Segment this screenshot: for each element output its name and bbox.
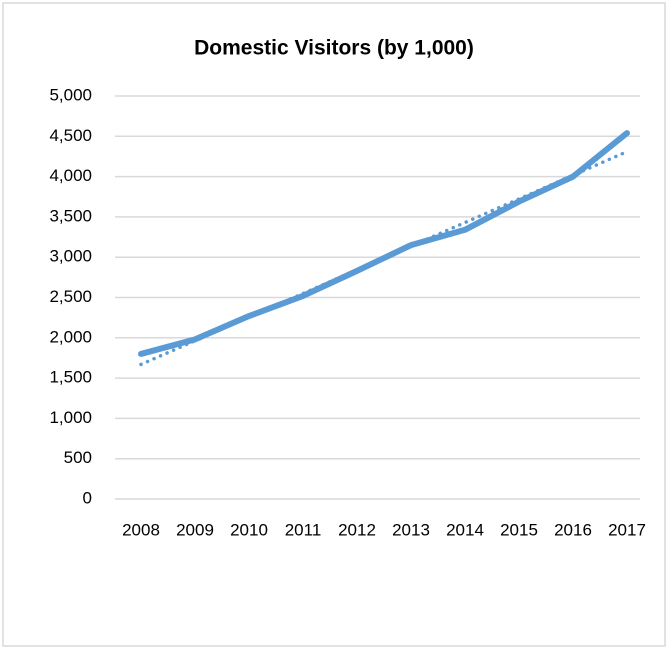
y-tick-label: 3,500 bbox=[49, 206, 92, 225]
y-tick-label: 4,500 bbox=[49, 126, 92, 145]
x-tick-label: 2016 bbox=[554, 520, 592, 539]
y-tick-label: 4,000 bbox=[49, 166, 92, 185]
data-line bbox=[138, 130, 630, 357]
y-tick-label: 500 bbox=[64, 448, 92, 467]
x-tick-label: 2015 bbox=[500, 520, 538, 539]
y-tick-label: 2,500 bbox=[49, 287, 92, 306]
y-tick-label: 1,000 bbox=[49, 408, 92, 427]
y-tick-label: 3,000 bbox=[49, 247, 92, 266]
x-tick-label: 2014 bbox=[446, 520, 484, 539]
x-tick-label: 2009 bbox=[176, 520, 214, 539]
x-tick-label: 2013 bbox=[392, 520, 430, 539]
x-tick-label: 2008 bbox=[122, 520, 160, 539]
x-tick-label: 2010 bbox=[230, 520, 268, 539]
y-tick-label: 1,500 bbox=[49, 368, 92, 387]
x-tick-label: 2011 bbox=[285, 520, 322, 539]
y-tick-label: 2,000 bbox=[49, 327, 92, 346]
y-tick-label: 0 bbox=[83, 488, 92, 507]
x-tick-label: 2017 bbox=[608, 520, 646, 539]
y-tick-label: 5,000 bbox=[49, 85, 92, 104]
x-tick-label: 2012 bbox=[338, 520, 376, 539]
chart-title: Domestic Visitors (by 1,000) bbox=[194, 37, 474, 60]
